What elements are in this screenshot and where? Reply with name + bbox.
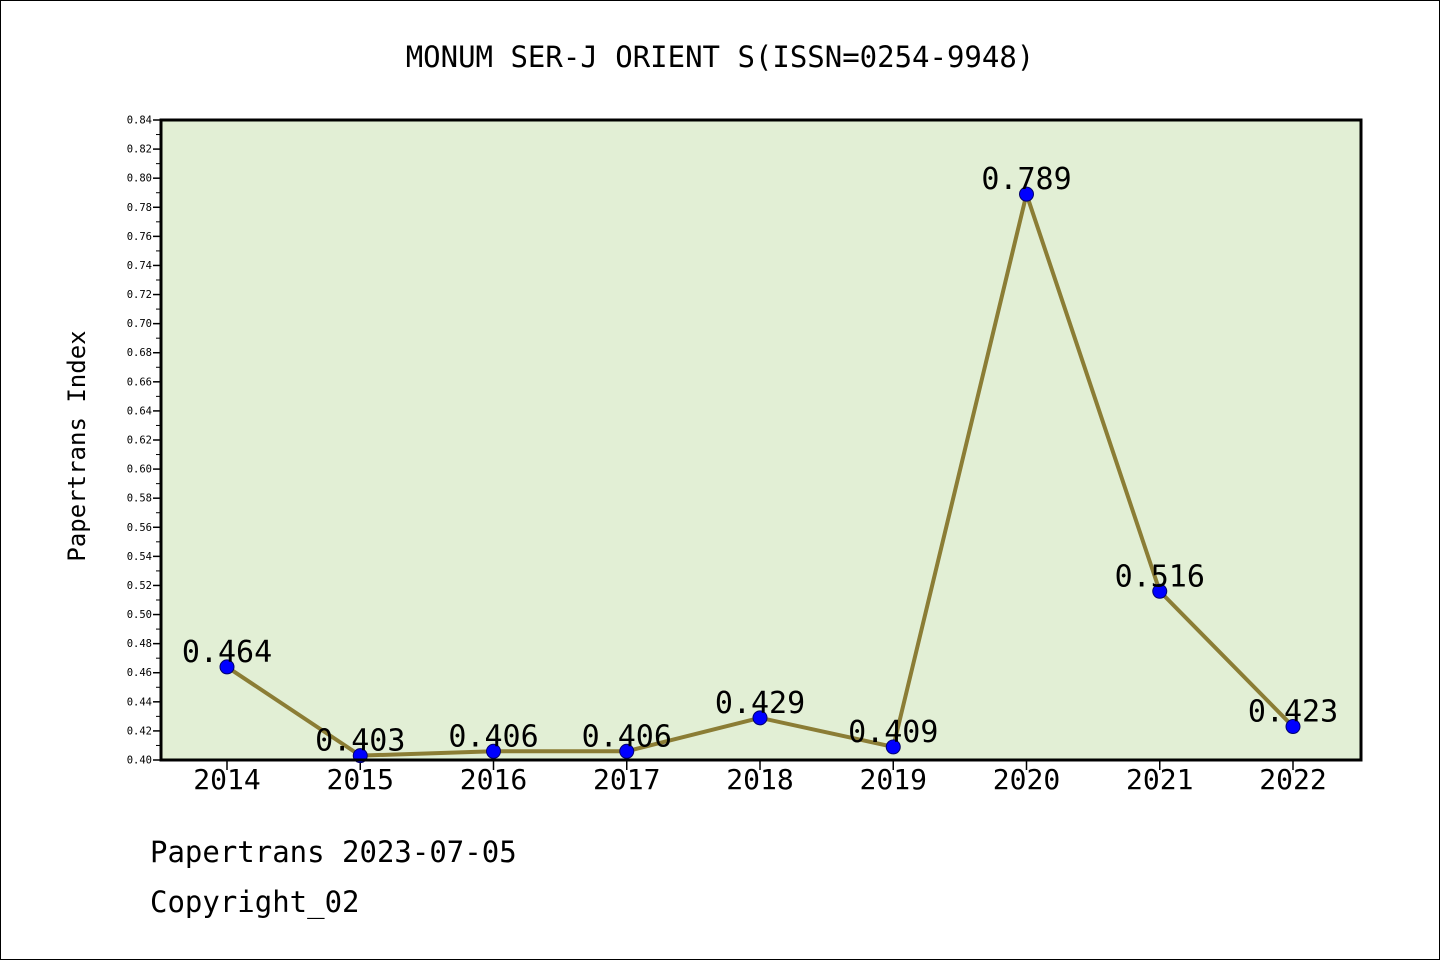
x-tick-label: 2021 bbox=[1126, 763, 1193, 796]
data-point bbox=[219, 659, 235, 675]
data-point bbox=[619, 743, 635, 759]
data-point bbox=[1285, 719, 1301, 735]
y-tick-label: 0.62 bbox=[127, 435, 152, 447]
data-label: 0.406 bbox=[448, 719, 538, 754]
y-tick-label: 0.48 bbox=[127, 638, 152, 650]
y-tick-label: 0.54 bbox=[127, 551, 152, 563]
data-label: 0.464 bbox=[182, 635, 272, 670]
plot-border bbox=[159, 118, 1363, 762]
data-label: 0.423 bbox=[1248, 695, 1338, 730]
x-tick-label: 2017 bbox=[593, 763, 660, 796]
x-tick-label: 2016 bbox=[460, 763, 527, 796]
data-point bbox=[1152, 583, 1168, 599]
y-tick-label: 0.52 bbox=[127, 580, 152, 592]
plot-area bbox=[161, 120, 1361, 760]
footer-date: Papertrans 2023-07-05 bbox=[150, 835, 517, 869]
x-tick-label: 2019 bbox=[860, 763, 927, 796]
y-tick-label: 0.68 bbox=[127, 347, 152, 359]
data-point bbox=[885, 739, 901, 755]
x-tick-label: 2020 bbox=[993, 763, 1060, 796]
x-tick-label: 2015 bbox=[327, 763, 394, 796]
data-point bbox=[752, 710, 768, 726]
series-markers bbox=[219, 186, 1301, 764]
y-tick-label: 0.64 bbox=[127, 405, 152, 417]
chart-title: MONUM SER-J ORIENT S(ISSN=0254-9948) bbox=[406, 40, 1035, 74]
y-tick-label: 0.74 bbox=[127, 260, 152, 272]
y-axis: 0.40 0.42 0.44 0.46 0.48 0.50 0.52 0.54 0.56 0.58… bbox=[127, 115, 161, 767]
data-label: 0.789 bbox=[981, 162, 1071, 197]
data-label: 0.409 bbox=[848, 715, 938, 750]
x-tick-label: 2014 bbox=[193, 763, 260, 796]
data-label: 0.429 bbox=[715, 686, 805, 721]
y-tick-label: 0.76 bbox=[127, 231, 152, 243]
y-tick-label: 0.80 bbox=[127, 173, 152, 185]
y-tick-label: 0.50 bbox=[127, 609, 152, 621]
y-tick-label: 0.84 bbox=[127, 115, 152, 127]
y-tick-label: 0.66 bbox=[127, 376, 152, 388]
y-tick-label: 0.60 bbox=[127, 464, 152, 476]
footer-copyright: Copyright_02 bbox=[150, 885, 360, 919]
data-labels: 0.464 0.403 0.406 0.406 0.429 0.409 0.789 0.516… bbox=[182, 162, 1338, 758]
y-tick-label: 0.70 bbox=[127, 318, 152, 330]
data-point bbox=[486, 743, 501, 759]
y-tick-label: 0.56 bbox=[127, 522, 152, 534]
data-point bbox=[1019, 186, 1034, 202]
y-tick-label: 0.78 bbox=[127, 202, 152, 214]
x-tick-label: 2022 bbox=[1259, 763, 1326, 796]
y-tick-label: 0.58 bbox=[127, 493, 152, 505]
y-tick-label: 0.42 bbox=[127, 725, 152, 737]
y-axis-label: Papertrans Index bbox=[63, 330, 91, 561]
data-label: 0.403 bbox=[315, 724, 405, 759]
data-label: 0.516 bbox=[1115, 559, 1205, 594]
y-tick-label: 0.82 bbox=[127, 144, 152, 156]
y-tick-label: 0.72 bbox=[127, 289, 152, 301]
x-tick-label: 2018 bbox=[726, 763, 793, 796]
data-label: 0.406 bbox=[582, 719, 672, 754]
y-tick-label: 0.44 bbox=[127, 696, 152, 708]
x-axis: 2014 2015 2016 2017 2018 2019 2020 2021 2022 bbox=[193, 760, 1327, 796]
y-tick-label: 0.46 bbox=[127, 667, 152, 679]
y-tick-label: 0.40 bbox=[127, 755, 152, 767]
